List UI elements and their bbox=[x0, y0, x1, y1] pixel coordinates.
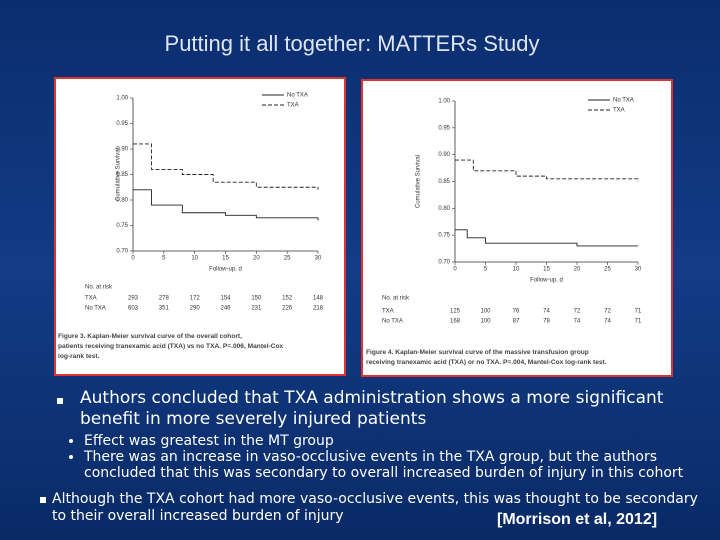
sub-bullet: Effect was greatest in the MT group bbox=[84, 433, 720, 449]
x-tick-label: 0 bbox=[131, 256, 135, 262]
legend-label: TXA bbox=[613, 108, 625, 114]
at-risk-value: 148 bbox=[313, 296, 324, 302]
at-risk-value: 71 bbox=[635, 319, 642, 325]
y-tick-label: 0.95 bbox=[116, 121, 128, 127]
x-tick-label: 30 bbox=[635, 267, 642, 273]
at-risk-value: 74 bbox=[574, 319, 581, 325]
y-tick-label: 0.70 bbox=[438, 260, 450, 266]
at-risk-value: 100 bbox=[480, 319, 491, 325]
at-risk-value: 74 bbox=[604, 319, 611, 325]
x-tick-label: 10 bbox=[191, 256, 198, 262]
survival-curve bbox=[455, 229, 638, 247]
figure-caption: Figure 4. Kaplan-Meier survival curve of… bbox=[366, 349, 589, 356]
y-axis-label: Cumulative Survival bbox=[116, 148, 122, 201]
survival-curve bbox=[133, 143, 319, 190]
at-risk-value: 172 bbox=[190, 296, 201, 302]
bullet-marker bbox=[57, 398, 63, 404]
at-risk-value: 150 bbox=[251, 296, 262, 302]
y-tick-label: 0.90 bbox=[438, 152, 450, 158]
x-tick-label: 20 bbox=[253, 256, 260, 262]
y-axis-label: Cumulative Survival bbox=[416, 155, 422, 208]
legend-label: No TXA bbox=[613, 98, 634, 104]
y-tick-label: 0.75 bbox=[116, 223, 128, 229]
y-tick-label: 0.75 bbox=[438, 233, 450, 239]
at-risk-value: 78 bbox=[543, 319, 550, 325]
legend-label: TXA bbox=[287, 103, 299, 109]
figure-caption: patients receiving tranexamic acid (TXA)… bbox=[58, 343, 284, 350]
at-risk-value: 278 bbox=[159, 296, 170, 302]
survival-curve bbox=[455, 159, 639, 182]
x-tick-label: 20 bbox=[574, 267, 581, 273]
at-risk-value: 72 bbox=[604, 309, 611, 315]
bullet-marker bbox=[40, 497, 46, 503]
at-risk-title: No. at risk bbox=[85, 285, 113, 291]
at-risk-value: 152 bbox=[282, 296, 293, 302]
at-risk-value: 154 bbox=[220, 296, 231, 302]
figure-panel bbox=[54, 77, 346, 376]
figure-caption: log-rank test. bbox=[58, 353, 100, 360]
at-risk-value: 76 bbox=[513, 309, 520, 315]
sub-bullets: Effect was greatest in the MT group Ther… bbox=[62, 433, 720, 481]
x-tick-label: 25 bbox=[604, 267, 611, 273]
x-tick-label: 25 bbox=[284, 256, 291, 262]
y-tick-label: 1.00 bbox=[116, 96, 128, 102]
bullet-text: Authors concluded that TXA administratio… bbox=[80, 388, 664, 429]
x-tick-label: 5 bbox=[162, 256, 166, 262]
at-risk-value: 168 bbox=[450, 319, 461, 325]
y-tick-label: 0.80 bbox=[438, 206, 450, 212]
at-risk-value: 72 bbox=[574, 309, 581, 315]
at-risk-value: 218 bbox=[313, 306, 324, 312]
figure-caption: receiving tranexamic acid (TXA) or no TX… bbox=[366, 359, 607, 366]
bullet-text: Although the TXA cohort had more vaso-oc… bbox=[52, 491, 698, 524]
x-axis-label: Follow-up, d bbox=[530, 278, 563, 284]
at-risk-title: No. at risk bbox=[382, 296, 410, 302]
at-risk-value: 351 bbox=[159, 306, 170, 312]
y-tick-label: 0.90 bbox=[116, 147, 128, 153]
sub-bullet: There was an increase in vaso-occlusive … bbox=[84, 449, 720, 481]
x-tick-label: 15 bbox=[222, 256, 229, 262]
x-tick-label: 15 bbox=[543, 267, 550, 273]
at-risk-label: No TXA bbox=[382, 319, 403, 325]
at-risk-label: TXA bbox=[85, 296, 97, 302]
y-tick-label: 0.85 bbox=[438, 179, 450, 185]
at-risk-value: 71 bbox=[635, 309, 642, 315]
at-risk-value: 125 bbox=[450, 309, 461, 315]
at-risk-label: TXA bbox=[382, 309, 394, 315]
at-risk-value: 226 bbox=[282, 306, 293, 312]
at-risk-label: No TXA bbox=[85, 306, 106, 312]
at-risk-value: 246 bbox=[220, 306, 231, 312]
y-tick-label: 1.00 bbox=[438, 99, 450, 105]
at-risk-value: 231 bbox=[251, 306, 262, 312]
at-risk-value: 603 bbox=[128, 306, 139, 312]
at-risk-value: 100 bbox=[480, 309, 491, 315]
y-tick-label: 0.70 bbox=[116, 249, 128, 255]
at-risk-value: 293 bbox=[128, 296, 139, 302]
x-tick-label: 5 bbox=[484, 267, 488, 273]
at-risk-value: 290 bbox=[190, 306, 201, 312]
at-risk-value: 74 bbox=[543, 309, 550, 315]
y-tick-label: 0.85 bbox=[116, 172, 128, 178]
x-axis-label: Follow-up, d bbox=[209, 267, 242, 273]
y-tick-label: 0.80 bbox=[116, 198, 128, 204]
survival-curve bbox=[133, 189, 319, 221]
citation: [Morrison et al, 2012] bbox=[497, 511, 658, 528]
slide-title: Putting it all together: MATTERs Study bbox=[165, 31, 540, 56]
y-tick-label: 0.95 bbox=[438, 125, 450, 131]
x-tick-label: 0 bbox=[453, 267, 457, 273]
figure-caption: Figure 3. Kaplan-Meier survival curve of… bbox=[58, 333, 242, 340]
legend-label: No TXA bbox=[287, 93, 308, 99]
x-tick-label: 10 bbox=[513, 267, 520, 273]
figure-panel bbox=[361, 79, 673, 377]
at-risk-value: 87 bbox=[513, 319, 520, 325]
x-tick-label: 30 bbox=[315, 256, 322, 262]
